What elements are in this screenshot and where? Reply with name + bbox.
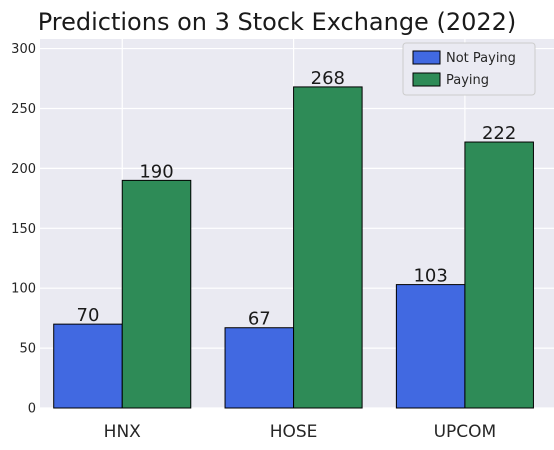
data-label: 190 <box>139 161 173 182</box>
y-tick-label: 300 <box>11 42 36 57</box>
y-tick-label: 250 <box>11 102 36 117</box>
x-tick-label: HOSE <box>270 422 318 442</box>
x-axis-ticks: HNX HOSE UPCOM <box>104 422 497 442</box>
bar-paying-hose <box>294 87 363 408</box>
x-tick-label: UPCOM <box>434 422 497 442</box>
data-label: 67 <box>248 309 271 330</box>
data-label: 103 <box>413 266 447 287</box>
legend-label: Not Paying <box>446 51 516 66</box>
x-tick-label: HNX <box>104 422 142 442</box>
y-tick-label: 150 <box>11 222 36 237</box>
legend: Not Paying Paying <box>403 43 535 95</box>
y-axis-ticks: 0 50 100 150 200 250 300 <box>11 42 36 416</box>
bar-paying-hnx <box>122 180 191 408</box>
bar-not-paying-hnx <box>54 324 123 408</box>
data-label: 268 <box>311 68 345 89</box>
bar-not-paying-hose <box>225 328 294 408</box>
y-tick-label: 100 <box>11 282 36 297</box>
legend-swatch <box>413 73 440 86</box>
data-label: 70 <box>77 305 100 326</box>
y-tick-label: 0 <box>28 402 36 417</box>
data-label: 222 <box>482 123 516 144</box>
y-tick-label: 200 <box>11 162 36 177</box>
bar-not-paying-upcom <box>396 285 465 408</box>
legend-swatch <box>413 51 440 64</box>
y-tick-label: 50 <box>19 342 36 357</box>
legend-label: Paying <box>446 73 489 88</box>
bar-paying-upcom <box>465 142 534 408</box>
chart-title: Predictions on 3 Stock Exchange (2022) <box>38 8 517 36</box>
